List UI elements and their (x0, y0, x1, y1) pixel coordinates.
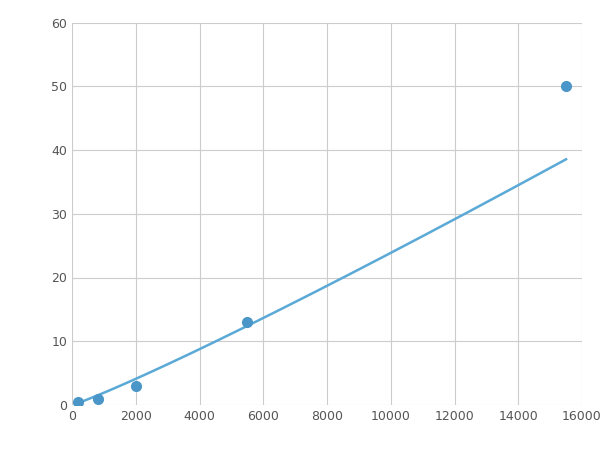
Point (92, 395, 102, 402)
Point (242, 319, 252, 326)
Point (561, 83, 571, 90)
Point (74, 398, 83, 405)
Point (131, 382, 140, 390)
